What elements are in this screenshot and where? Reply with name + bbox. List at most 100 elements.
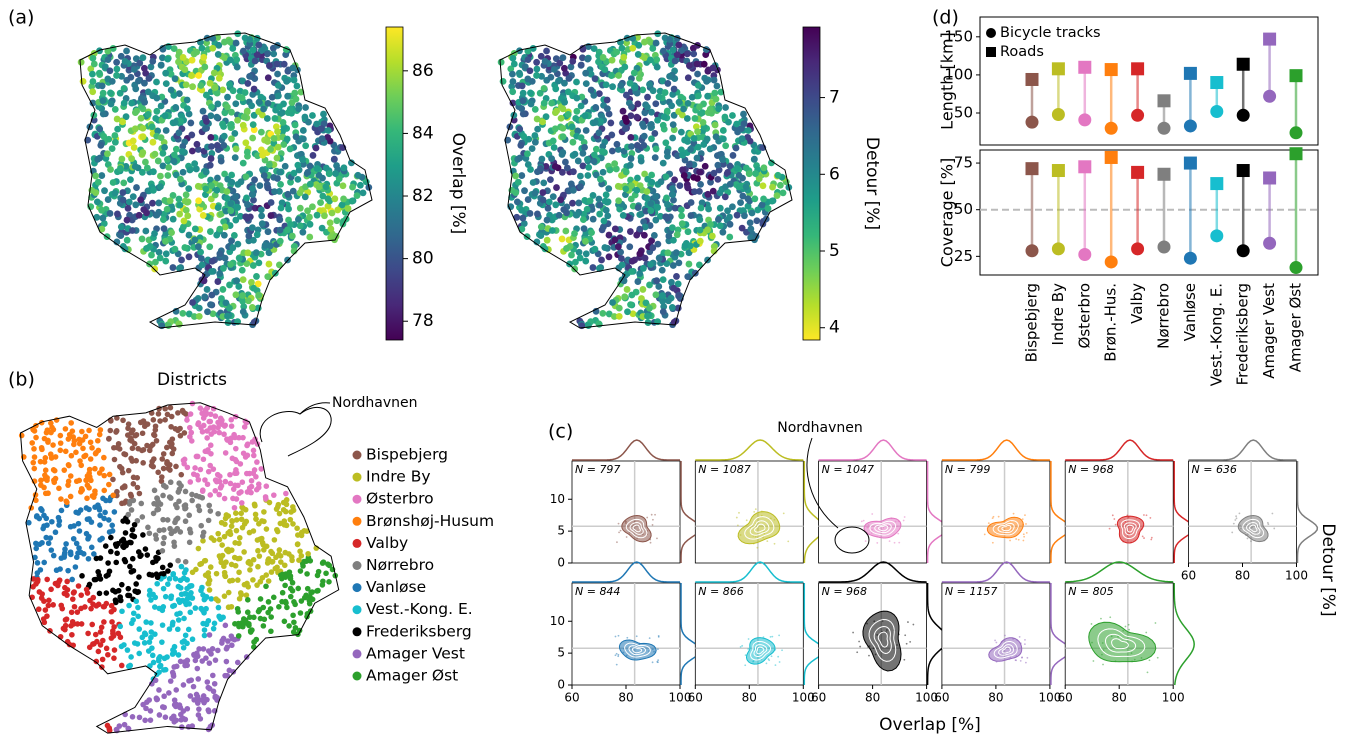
district-point bbox=[166, 626, 173, 632]
district-point bbox=[190, 683, 197, 690]
map-point bbox=[274, 175, 281, 182]
marker-circle bbox=[1289, 261, 1303, 275]
map-point bbox=[354, 171, 362, 179]
map-point bbox=[499, 78, 507, 85]
district-point bbox=[196, 507, 203, 514]
map-point bbox=[587, 70, 595, 78]
district-point bbox=[290, 521, 296, 527]
district-point bbox=[210, 424, 217, 430]
map-point bbox=[644, 93, 651, 101]
district-point bbox=[61, 590, 68, 597]
map-point bbox=[599, 143, 607, 150]
district-point bbox=[243, 518, 250, 525]
map-point bbox=[196, 234, 204, 242]
map-point bbox=[157, 172, 164, 180]
map-point bbox=[135, 77, 142, 85]
map-point bbox=[220, 264, 227, 272]
district-point bbox=[81, 453, 87, 460]
map-point bbox=[147, 63, 155, 71]
map-point bbox=[607, 119, 615, 127]
map-point bbox=[610, 313, 618, 320]
district-point bbox=[70, 535, 77, 542]
y-tick-label: 50 bbox=[954, 104, 973, 122]
marker-square bbox=[1051, 164, 1065, 178]
district-point bbox=[64, 586, 71, 593]
district-point bbox=[135, 549, 142, 555]
map-point bbox=[561, 98, 569, 106]
district-point bbox=[79, 487, 85, 493]
district-point bbox=[161, 693, 167, 700]
map-point bbox=[581, 112, 589, 120]
map-point bbox=[250, 196, 257, 204]
scatter-point bbox=[1021, 518, 1024, 521]
map-point bbox=[697, 204, 705, 212]
map-point bbox=[241, 89, 249, 96]
kde-frame bbox=[571, 460, 681, 564]
district-point bbox=[222, 622, 229, 629]
district-point bbox=[230, 668, 237, 675]
district-point bbox=[169, 450, 176, 457]
map-point bbox=[518, 206, 525, 214]
map-point bbox=[229, 244, 237, 252]
district-point bbox=[102, 543, 109, 549]
legend-label: Østerbro bbox=[366, 490, 434, 508]
map-point bbox=[707, 221, 714, 228]
map-point bbox=[512, 189, 520, 197]
district-point bbox=[34, 560, 41, 566]
map-point bbox=[651, 130, 659, 137]
kde-contour bbox=[750, 640, 772, 661]
kde-contour bbox=[869, 520, 897, 536]
district-point bbox=[113, 559, 120, 566]
district-point bbox=[121, 721, 128, 728]
map-point bbox=[542, 113, 550, 121]
map-point bbox=[524, 150, 531, 158]
map-point bbox=[162, 237, 169, 245]
map-point bbox=[89, 78, 97, 85]
map-point bbox=[114, 125, 122, 133]
colorbar-tick-label: 4 bbox=[829, 318, 840, 338]
district-point bbox=[258, 535, 265, 542]
district-point bbox=[48, 586, 54, 593]
map-point bbox=[203, 118, 210, 125]
map-point bbox=[260, 172, 268, 179]
map-point bbox=[635, 74, 643, 82]
map-point bbox=[641, 109, 649, 117]
district-point bbox=[134, 475, 141, 481]
district-point bbox=[235, 482, 241, 489]
district-point bbox=[111, 444, 117, 451]
map-point bbox=[273, 154, 281, 162]
district-point bbox=[74, 621, 81, 627]
map-point bbox=[243, 148, 251, 156]
district-point bbox=[89, 621, 96, 628]
x-tick-label: 60 bbox=[688, 691, 703, 705]
map-point bbox=[290, 169, 298, 177]
map-point bbox=[107, 89, 114, 97]
kde-frame bbox=[941, 460, 1051, 564]
district-point bbox=[248, 477, 255, 484]
district-point bbox=[231, 636, 238, 643]
map-point bbox=[622, 185, 630, 193]
map-point bbox=[647, 200, 655, 207]
x-tick-label: 100 bbox=[915, 691, 938, 705]
district-point bbox=[249, 439, 256, 445]
district-point bbox=[114, 415, 120, 421]
map-point bbox=[575, 199, 583, 207]
map-point bbox=[162, 127, 170, 134]
district-point bbox=[210, 672, 216, 679]
district-point bbox=[101, 472, 108, 479]
map-point bbox=[245, 232, 253, 240]
map-point bbox=[149, 199, 156, 207]
map-point bbox=[274, 82, 282, 89]
map-point bbox=[652, 291, 660, 299]
district-point bbox=[162, 417, 168, 423]
district-point bbox=[287, 585, 294, 592]
map-point bbox=[195, 304, 203, 312]
map-point bbox=[672, 249, 680, 257]
map-point bbox=[90, 111, 98, 119]
map-point bbox=[596, 201, 604, 209]
district-point bbox=[101, 619, 107, 625]
district-point bbox=[149, 680, 155, 687]
map-point bbox=[652, 39, 660, 47]
map-point bbox=[559, 133, 567, 141]
map-point bbox=[540, 84, 548, 92]
